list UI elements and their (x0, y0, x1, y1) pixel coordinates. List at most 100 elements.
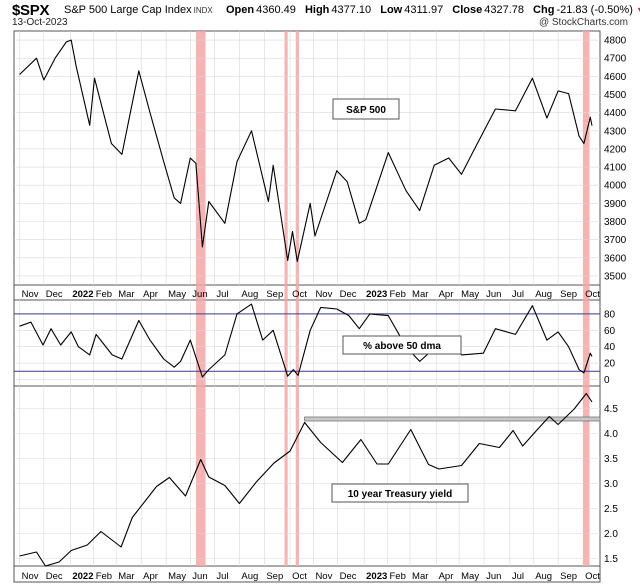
y-tick-label: 2.0 (604, 529, 618, 540)
resistance-band (304, 416, 601, 422)
panel-frame (13, 30, 601, 286)
close-label: Close (452, 4, 483, 16)
x-axis-strip (13, 565, 601, 583)
y-tick-label: 4.5 (604, 404, 618, 415)
chg-label: Chg (533, 4, 555, 16)
series-line (19, 392, 593, 567)
y-tick-label: 4600 (604, 72, 627, 83)
y-tick-label: 3600 (604, 253, 627, 264)
x-tick-label: Feb (96, 289, 112, 300)
down-arrow-icon: ▼ (636, 5, 640, 15)
x-tick-label: Jul (216, 571, 228, 582)
series-line (19, 303, 593, 378)
x-tick-label: Sep (560, 289, 577, 300)
x-tick-label: Dec (46, 289, 63, 300)
x-tick-label: Mar (118, 289, 134, 300)
symbol: $SPX (12, 2, 50, 19)
y-tick-label: 3800 (604, 217, 627, 228)
x-tick-label: Jun (192, 289, 207, 300)
x-tick-label: Oct (585, 571, 600, 582)
y-tick-label: 4300 (604, 126, 627, 137)
x-tick-label: Dec (340, 289, 357, 300)
x-tick-label: Apr (439, 289, 454, 300)
x-tick-label: Sep (266, 289, 283, 300)
x-tick-label: Oct (292, 289, 307, 300)
y-tick-label: 0 (604, 375, 610, 386)
x-tick-label: Jul (216, 289, 228, 300)
series-label: 10 year Treasury yield (348, 489, 453, 500)
x-tick-label: Aug (535, 571, 552, 582)
x-tick-label: Jun (486, 571, 501, 582)
x-tick-label: 2023 (366, 289, 387, 300)
x-tick-label: May (461, 571, 479, 582)
close-value: 4327.78 (484, 4, 524, 16)
x-tick-label: Oct (292, 571, 307, 582)
x-tick-label: May (168, 289, 186, 300)
x-tick-label: Feb (96, 571, 112, 582)
y-tick-label: 4500 (604, 90, 627, 101)
y-tick-label: 4800 (604, 36, 627, 47)
x-tick-label: Jun (192, 571, 207, 582)
high-value: 4377.10 (331, 4, 372, 16)
highlight-band (295, 31, 299, 566)
index-description: S&P 500 Large Cap Index INDX (64, 4, 213, 16)
x-tick-label: May (461, 289, 479, 300)
y-tick-label: 3.0 (604, 479, 618, 490)
series-label-box (342, 335, 462, 355)
y-tick-label: 80 (604, 309, 616, 320)
y-tick-label: 20 (604, 359, 616, 370)
highlight-band (583, 31, 590, 566)
y-tick-label: 4200 (604, 144, 627, 155)
x-tick-label: Dec (340, 571, 357, 582)
x-tick-label: Aug (535, 289, 552, 300)
x-tick-label: Oct (585, 289, 600, 300)
y-tick-label: 2.5 (604, 504, 618, 515)
chg-value: -21.83 (-0.50%) (556, 4, 633, 16)
y-tick-label: 4700 (604, 54, 627, 65)
y-tick-label: 4000 (604, 181, 627, 192)
y-tick-label: 60 (604, 326, 616, 337)
x-tick-label: Nov (315, 289, 332, 300)
x-tick-label: Sep (266, 571, 283, 582)
x-tick-label: Aug (241, 571, 258, 582)
highlight-band (284, 31, 288, 566)
x-tick-label: 2023 (366, 571, 387, 582)
y-tick-label: 3500 (604, 271, 627, 282)
x-tick-label: Apr (439, 571, 454, 582)
index-name: S&P 500 Large Cap Index (64, 4, 192, 16)
x-tick-label: Nov (22, 289, 39, 300)
y-tick-label: 1.5 (604, 554, 618, 565)
series-label-box (331, 483, 469, 503)
high-label: High (304, 4, 330, 16)
y-tick-label: 4400 (604, 108, 627, 119)
y-tick-label: 3900 (604, 199, 627, 210)
panel-frame (13, 385, 601, 567)
highlight-band (195, 31, 206, 566)
y-tick-label: 3700 (604, 235, 627, 246)
y-tick-label: 3.5 (604, 454, 618, 465)
y-tick-label: 4100 (604, 163, 627, 174)
y-tick-label: 4.0 (604, 429, 618, 440)
x-tick-label: Jul (512, 289, 524, 300)
series-label-box (332, 98, 400, 120)
x-tick-label: Sep (560, 571, 577, 582)
x-tick-label: Nov (315, 571, 332, 582)
x-tick-label: Jul (512, 571, 524, 582)
x-tick-label: May (168, 571, 186, 582)
series-label: S&P 500 (346, 105, 386, 116)
x-axis-strip (13, 284, 601, 301)
x-tick-label: Dec (46, 571, 63, 582)
x-tick-label: Aug (241, 289, 258, 300)
x-tick-label: Apr (143, 289, 158, 300)
y-tick-label: 40 (604, 342, 616, 353)
x-tick-label: 2022 (72, 289, 93, 300)
x-tick-label: Mar (118, 571, 134, 582)
x-tick-label: Apr (143, 571, 158, 582)
open-label: Open (226, 4, 255, 16)
exchange: INDX (193, 6, 213, 15)
chart-date: 13-Oct-2023 (12, 17, 68, 28)
x-tick-label: Mar (412, 571, 428, 582)
chart-header: $SPX S&P 500 Large Cap Index INDX 13-Oct-… (0, 0, 640, 30)
x-tick-label: Nov (22, 571, 39, 582)
